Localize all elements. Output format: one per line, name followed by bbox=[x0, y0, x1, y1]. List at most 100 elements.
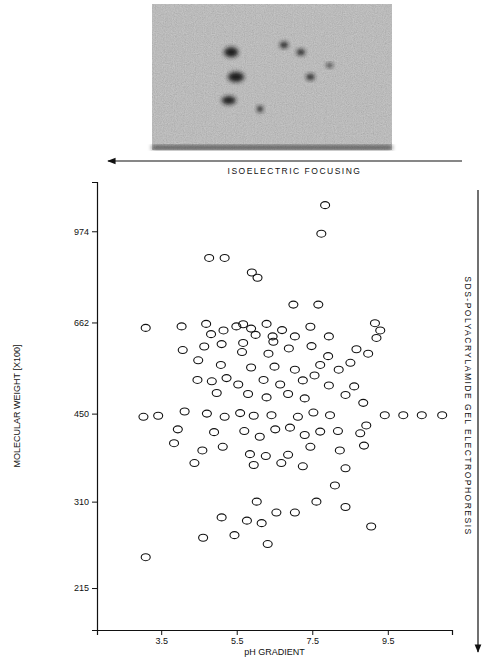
spot bbox=[333, 428, 342, 435]
gel-spot bbox=[327, 63, 333, 67]
spot bbox=[417, 412, 426, 419]
spot bbox=[341, 504, 350, 511]
spot bbox=[177, 323, 186, 330]
gel-band bbox=[152, 146, 392, 149]
spot bbox=[252, 498, 261, 505]
spot bbox=[220, 254, 229, 261]
spot bbox=[257, 520, 266, 527]
spot bbox=[350, 383, 359, 390]
tick-mark bbox=[237, 630, 238, 635]
spot bbox=[272, 509, 281, 516]
spot bbox=[321, 202, 330, 209]
spot bbox=[264, 350, 273, 357]
tick-label: 9.5 bbox=[382, 636, 395, 646]
spot bbox=[300, 395, 309, 402]
spot bbox=[285, 424, 294, 431]
spot bbox=[367, 523, 376, 530]
arrow bbox=[477, 190, 478, 652]
spot bbox=[372, 334, 381, 341]
spot bbox=[259, 376, 268, 383]
tick-mark bbox=[92, 502, 97, 503]
spot bbox=[202, 320, 211, 327]
spot bbox=[262, 320, 271, 327]
gel-background bbox=[152, 4, 392, 150]
axis-title: pH GRADIENT bbox=[244, 647, 305, 657]
spot bbox=[270, 363, 279, 370]
spot bbox=[362, 422, 371, 429]
spot bbox=[290, 333, 299, 340]
spot bbox=[290, 509, 299, 516]
axis-line bbox=[92, 183, 98, 631]
x-axis: 3.55.57.59.5 bbox=[98, 630, 453, 646]
spot bbox=[239, 339, 248, 346]
axis-line bbox=[98, 631, 453, 636]
tick: 3.5 bbox=[155, 630, 168, 646]
gel-spot bbox=[222, 96, 236, 104]
spot bbox=[284, 451, 293, 458]
tick-mark bbox=[92, 231, 97, 232]
spot bbox=[267, 412, 276, 419]
axis-title: MOLECULAR WEIGHT [X100] bbox=[12, 345, 22, 468]
spot bbox=[438, 412, 447, 419]
spot bbox=[277, 460, 286, 467]
spot bbox=[255, 433, 264, 440]
tick: 450 bbox=[74, 409, 97, 419]
spot bbox=[212, 390, 221, 397]
spot bbox=[216, 361, 225, 368]
tick-label: 215 bbox=[74, 583, 89, 593]
spot bbox=[300, 432, 309, 439]
spot bbox=[341, 391, 350, 398]
tick-label: 3.5 bbox=[155, 636, 168, 646]
spot bbox=[230, 532, 239, 539]
spot bbox=[170, 440, 179, 447]
spot bbox=[141, 554, 150, 561]
tick-mark bbox=[92, 588, 97, 589]
spot bbox=[247, 364, 256, 371]
spot bbox=[261, 453, 270, 460]
spot bbox=[207, 331, 216, 338]
spot bbox=[284, 345, 293, 352]
tick: 215 bbox=[74, 583, 97, 593]
spot bbox=[194, 357, 203, 364]
tick-label: 662 bbox=[74, 318, 89, 328]
spot bbox=[316, 428, 325, 435]
spot bbox=[193, 376, 202, 383]
spot bbox=[289, 301, 298, 308]
spot bbox=[200, 343, 209, 350]
spot bbox=[359, 399, 368, 406]
spot bbox=[399, 412, 408, 419]
gel-spot bbox=[257, 106, 263, 112]
spot bbox=[290, 366, 299, 373]
spot bbox=[217, 514, 226, 521]
spot bbox=[326, 412, 335, 419]
tick: 310 bbox=[74, 497, 97, 507]
spot bbox=[307, 343, 316, 350]
spot bbox=[141, 324, 150, 331]
tick-label: 310 bbox=[74, 497, 89, 507]
spot bbox=[236, 410, 245, 417]
spot bbox=[180, 408, 189, 415]
spot bbox=[202, 410, 211, 417]
spot bbox=[234, 381, 243, 388]
tick-label: 974 bbox=[74, 227, 89, 237]
spot bbox=[370, 320, 379, 327]
spot bbox=[356, 430, 365, 437]
spot bbox=[309, 409, 318, 416]
figure: ISOELECTRIC FOCUSING SDS-POLYACRYLAMIDE G… bbox=[0, 0, 485, 663]
spot bbox=[198, 447, 207, 454]
tick-mark bbox=[161, 630, 162, 635]
tick-mark bbox=[312, 630, 313, 635]
spot bbox=[335, 447, 344, 454]
spot bbox=[376, 327, 385, 334]
spot bbox=[251, 331, 260, 338]
spot bbox=[298, 463, 307, 470]
spot bbox=[244, 390, 253, 397]
spot bbox=[317, 230, 326, 237]
arrow bbox=[108, 160, 462, 161]
spot bbox=[352, 346, 361, 353]
spot bbox=[249, 462, 258, 469]
spot bbox=[312, 498, 321, 505]
annotation: SDS-POLYACRYLAMIDE GEL ELECTROPHORESIS bbox=[463, 276, 473, 535]
annotation: ISOELECTRIC FOCUSING bbox=[228, 166, 362, 176]
tick-mark bbox=[92, 322, 97, 323]
